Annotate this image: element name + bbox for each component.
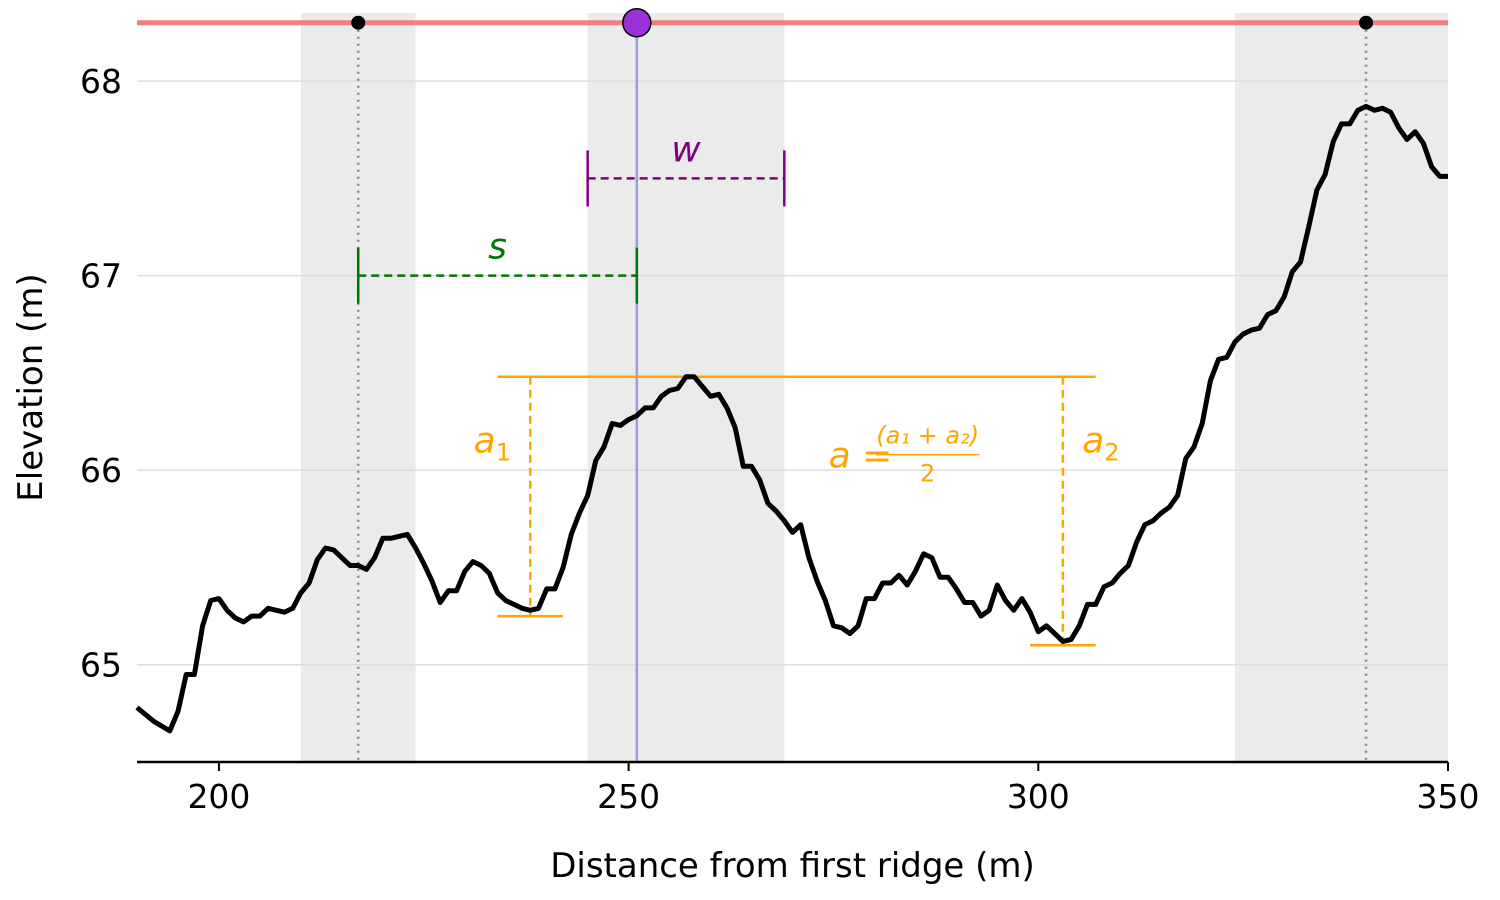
x-tick-label: 250 bbox=[597, 777, 660, 816]
x-ticks: 200 250 300 350 bbox=[187, 762, 1480, 816]
x-tick-label: 350 bbox=[1417, 777, 1480, 816]
ridge-marker-lines bbox=[356, 22, 1368, 762]
amplitude-label: a1 bbox=[474, 421, 511, 467]
y-tick-label: 65 bbox=[80, 646, 122, 685]
y-tick-label: 68 bbox=[80, 62, 122, 101]
formula-lhs: a = bbox=[829, 436, 893, 477]
width-label: w bbox=[671, 129, 701, 170]
shaded-bands bbox=[300, 13, 1448, 762]
grid-lines bbox=[137, 80, 1448, 666]
y-axis-title: Elevation (m) bbox=[11, 273, 51, 501]
elevation-profile-line bbox=[135, 103, 1448, 734]
highlight-point bbox=[622, 7, 652, 38]
spacing-label: s bbox=[488, 227, 507, 268]
shaded-band bbox=[1234, 13, 1448, 762]
formula-denominator: 2 bbox=[920, 460, 935, 488]
shaded-band bbox=[587, 13, 785, 762]
x-tick-label: 200 bbox=[187, 777, 250, 816]
amplitude-annotation: a1 a2 a =(a₁ + a₂) 2 bbox=[474, 375, 1120, 647]
spacing-annotation: s bbox=[356, 227, 639, 304]
y-tick-label: 67 bbox=[80, 257, 122, 296]
x-axis-title: Distance from first ridge (m) bbox=[550, 846, 1035, 886]
width-annotation: w bbox=[586, 129, 786, 207]
y-tick-label: 66 bbox=[80, 451, 122, 490]
x-tick-label: 300 bbox=[1007, 777, 1070, 816]
formula-numerator: (a₁ + a₂) bbox=[876, 422, 979, 450]
y-ticks: 65 66 67 68 bbox=[80, 62, 122, 685]
ridge-point bbox=[1359, 15, 1374, 30]
ridge-point bbox=[351, 15, 366, 30]
ridge-points bbox=[351, 7, 1374, 38]
amplitude-label: a2 bbox=[1082, 421, 1119, 467]
